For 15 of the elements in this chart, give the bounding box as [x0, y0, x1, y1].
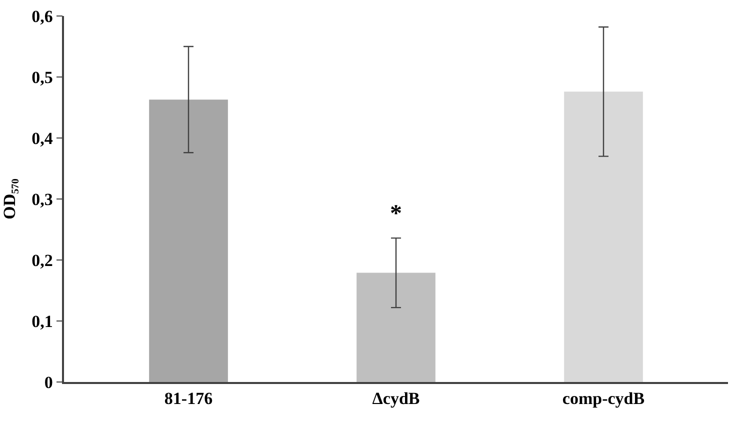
y-tick-label: 0,2 — [32, 250, 53, 270]
bar — [356, 272, 436, 382]
y-tick-label: 0,4 — [32, 128, 54, 148]
bar — [564, 92, 643, 382]
y-tick-label: 0,1 — [32, 312, 53, 331]
y-tick-label: 0,5 — [32, 68, 53, 87]
x-tick-label: ΔcydB — [372, 389, 420, 408]
x-tick-label: 81-176 — [164, 389, 213, 408]
y-tick-label: 0 — [44, 372, 53, 392]
y-tick-label: 0,3 — [32, 190, 53, 209]
y-tick-label: 0,6 — [32, 6, 53, 26]
y-axis-title: OD₅₇₀ — [0, 178, 19, 220]
x-tick-label: comp-cydB — [562, 389, 645, 408]
annotation: * — [390, 201, 402, 227]
bar — [149, 100, 228, 382]
